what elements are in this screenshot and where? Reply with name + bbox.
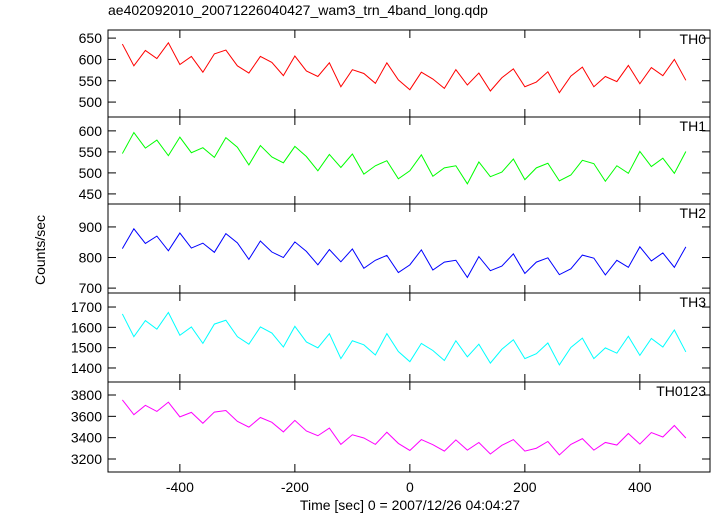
panel-frame (107, 116, 711, 205)
panel-frame (107, 29, 711, 118)
y-tick-label: 3800 (71, 387, 102, 403)
data-line (121, 131, 687, 185)
y-tick-label: 1700 (71, 299, 102, 315)
x-tick-label: -400 (166, 479, 194, 495)
y-tick-label: 550 (79, 73, 103, 89)
x-axis-label: Time [sec] 0 = 2007/12/26 04:04:27 (300, 497, 520, 513)
panel-label: TH3 (680, 294, 707, 310)
x-tick-label: 400 (628, 479, 652, 495)
y-tick-label: 550 (79, 144, 103, 160)
y-tick-label: 3400 (71, 430, 102, 446)
panel-label: TH0 (680, 31, 707, 47)
y-tick-label: 500 (79, 165, 103, 181)
y-axis-label: Counts/sec (32, 215, 48, 285)
y-tick-label: 450 (79, 186, 103, 202)
y-tick-label: 3600 (71, 408, 102, 424)
y-tick-label: 500 (79, 94, 103, 110)
panel-label: TH1 (680, 118, 707, 134)
y-tick-label: 3200 (71, 451, 102, 467)
data-line (121, 311, 687, 366)
chart-title: ae402092010_20071226040427_wam3_trn_4ban… (108, 2, 488, 18)
y-tick-label: 1600 (71, 319, 102, 335)
panel-frame (107, 381, 711, 473)
y-tick-label: 900 (79, 219, 103, 235)
data-line (121, 41, 687, 94)
panel-label: TH0123 (656, 383, 706, 399)
y-tick-label: 1500 (71, 340, 102, 356)
data-line (121, 399, 687, 456)
y-tick-label: 700 (79, 280, 103, 296)
x-tick-label: -200 (281, 479, 309, 495)
x-tick-label: 200 (513, 479, 537, 495)
y-tick-label: 600 (79, 51, 103, 67)
y-tick-label: 800 (79, 250, 103, 266)
y-tick-label: 1400 (71, 360, 102, 376)
panel-label: TH2 (680, 205, 707, 221)
x-tick-label: 0 (406, 479, 414, 495)
panel-frame (107, 203, 711, 294)
y-tick-label: 600 (79, 123, 103, 139)
y-tick-label: 650 (79, 30, 103, 46)
data-line (121, 227, 687, 279)
